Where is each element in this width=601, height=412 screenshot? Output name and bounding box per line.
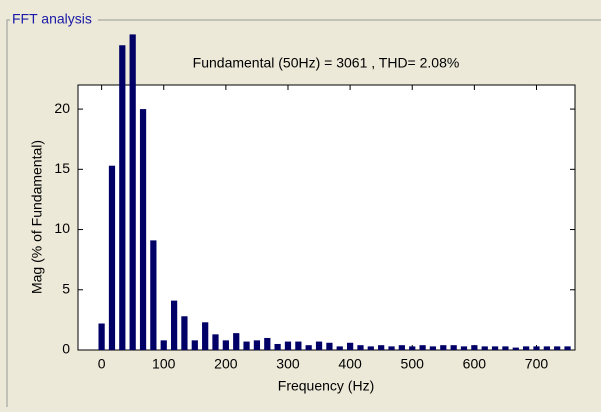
bar xyxy=(305,345,312,350)
bar xyxy=(315,341,323,350)
x-tick-label: 300 xyxy=(276,356,300,372)
bar xyxy=(191,340,198,350)
x-tick-label: 100 xyxy=(152,356,176,372)
bar xyxy=(129,34,136,351)
bar xyxy=(170,300,178,350)
bar xyxy=(357,345,364,350)
bar xyxy=(346,342,354,350)
x-tick-label: 200 xyxy=(214,356,238,372)
bar xyxy=(481,346,488,350)
bar xyxy=(119,45,126,350)
chart-title: Fundamental (50Hz) = 3061 , THD= 2.08% xyxy=(193,55,460,71)
bar xyxy=(233,333,240,350)
bar xyxy=(264,337,271,350)
group-box xyxy=(6,19,601,407)
bar xyxy=(491,346,499,350)
bar xyxy=(429,346,437,350)
x-tick-label: 600 xyxy=(463,356,487,372)
panel-title: FFT analysis xyxy=(12,11,92,27)
bar xyxy=(243,341,250,350)
y-tick-label: 0 xyxy=(62,341,70,357)
x-tick-label: 500 xyxy=(401,356,425,372)
x-tick-label: 700 xyxy=(525,356,549,372)
x-tick-label: 400 xyxy=(338,356,362,372)
y-axis-label: Mag (% of Fundamental) xyxy=(29,140,45,294)
bar xyxy=(222,340,229,350)
axes xyxy=(77,84,576,351)
bar xyxy=(502,346,509,350)
bar xyxy=(253,340,261,350)
bar xyxy=(533,346,540,350)
bar xyxy=(274,343,281,350)
x-tick-label: 0 xyxy=(98,356,106,372)
bar xyxy=(336,346,343,350)
bar xyxy=(388,346,395,350)
bar xyxy=(284,341,292,350)
bar xyxy=(212,334,219,350)
bar xyxy=(471,345,478,350)
bar xyxy=(160,340,167,350)
bar xyxy=(460,346,468,350)
bar xyxy=(202,322,209,350)
bar xyxy=(440,345,447,350)
bar xyxy=(139,109,147,350)
bar xyxy=(326,342,333,350)
y-tick-label: 15 xyxy=(54,160,70,176)
bar xyxy=(543,346,550,350)
x-axis-label: Frequency (Hz) xyxy=(278,378,374,394)
bar xyxy=(564,346,571,350)
bar xyxy=(367,346,374,350)
group-box-title-bg xyxy=(10,11,98,29)
bar xyxy=(450,345,457,350)
bar xyxy=(398,345,405,350)
bar xyxy=(409,346,416,350)
bar xyxy=(108,165,116,350)
bar xyxy=(522,346,530,350)
bar xyxy=(554,346,561,350)
bar xyxy=(150,240,157,350)
bar xyxy=(419,345,426,350)
bar xyxy=(512,347,519,350)
y-tick-label: 20 xyxy=(54,100,70,116)
y-tick-label: 5 xyxy=(62,280,70,296)
bar xyxy=(181,316,188,350)
bar xyxy=(98,323,105,350)
bar xyxy=(378,345,385,350)
y-tick-label: 10 xyxy=(54,220,70,236)
bar xyxy=(295,341,302,350)
